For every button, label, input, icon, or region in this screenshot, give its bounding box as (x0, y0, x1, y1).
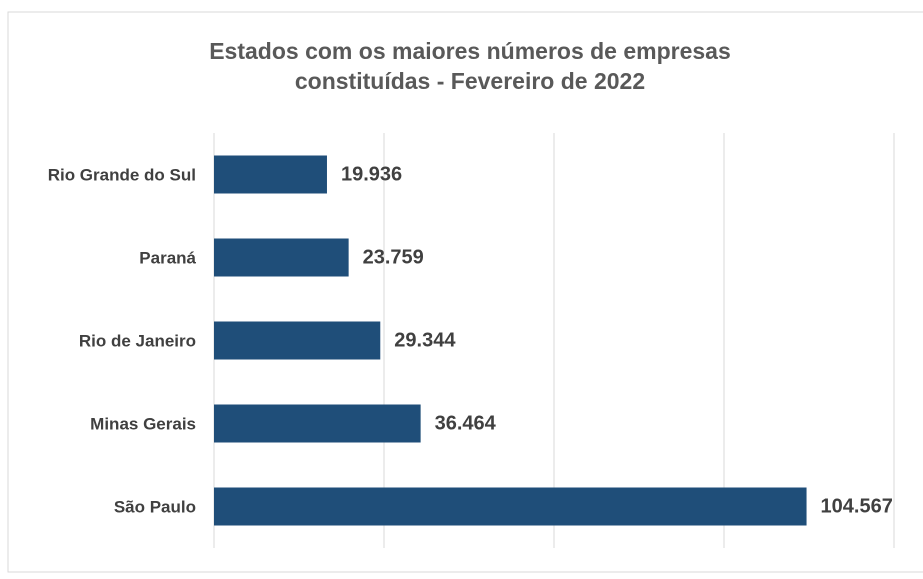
bar (214, 487, 807, 526)
bar (214, 321, 381, 360)
bar (214, 238, 349, 277)
value-label: 104.567 (820, 495, 893, 517)
y-tick-label: Paraná (139, 248, 196, 267)
y-tick-label: Rio Grande do Sul (47, 165, 196, 184)
value-label: 19.936 (340, 163, 403, 185)
value-label: 23.759 (362, 246, 424, 268)
value-label: 29.344 (394, 329, 456, 351)
y-tick-label: Minas Gerais (90, 414, 196, 433)
chart-title: Estados com os maiores números de empres… (209, 38, 731, 94)
bar (214, 404, 421, 443)
y-tick-label: São Paulo (113, 497, 196, 516)
bar (214, 155, 327, 194)
chart-frame (7, 11, 923, 573)
value-label: 36.464 (434, 412, 496, 434)
y-tick-label: Rio de Janeiro (78, 331, 196, 350)
